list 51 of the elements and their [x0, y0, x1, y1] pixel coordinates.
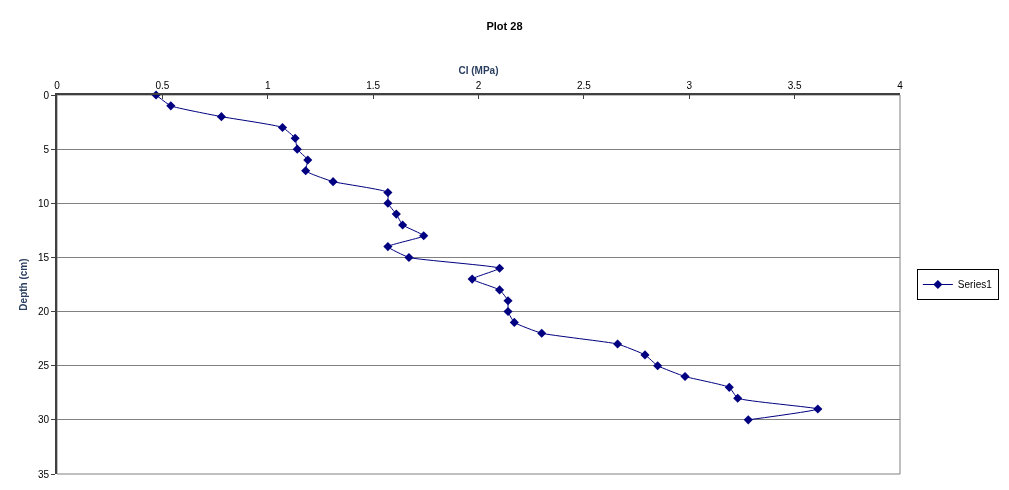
point	[733, 393, 743, 403]
point	[166, 101, 176, 111]
y-tick-label: 15	[37, 251, 50, 263]
point	[303, 155, 313, 165]
point	[495, 263, 505, 273]
x-tick-label: 0	[54, 80, 61, 91]
y-tick-label: 20	[37, 306, 50, 318]
point	[509, 317, 519, 327]
y-tick-label: 35	[37, 468, 50, 480]
point	[724, 382, 734, 392]
point	[503, 307, 513, 317]
point	[495, 285, 505, 295]
x-tick-label: 4	[897, 80, 904, 91]
y-tick-label: 0	[43, 89, 50, 101]
point	[383, 198, 393, 208]
point	[301, 166, 311, 176]
point	[391, 209, 401, 219]
y-tick-label: 30	[37, 414, 50, 426]
point	[404, 252, 414, 262]
point	[290, 133, 300, 143]
y-tick-label: 25	[37, 360, 50, 372]
point	[680, 371, 690, 382]
point	[640, 350, 650, 360]
x-axis-title: CI (MPa)	[458, 64, 499, 76]
point	[292, 144, 302, 154]
point	[398, 220, 408, 230]
x-tick-label: 1.5	[366, 80, 381, 91]
point	[328, 177, 338, 187]
point	[467, 274, 477, 284]
legend-label: Series1	[957, 279, 993, 291]
point	[653, 361, 663, 371]
point	[503, 296, 513, 306]
point	[383, 242, 393, 252]
chart-title: Plot 28	[486, 19, 523, 32]
point	[537, 328, 547, 338]
x-tick-label: 1	[264, 80, 271, 91]
point	[613, 339, 623, 349]
point	[743, 415, 753, 425]
x-tick-label: 2	[475, 80, 482, 91]
y-tick-label: 5	[43, 143, 50, 155]
point	[383, 187, 393, 198]
point	[216, 112, 226, 122]
point	[813, 404, 823, 414]
x-tick-label: 3.5	[787, 80, 803, 91]
y-axis-title: Depth (cm)	[18, 258, 30, 311]
point	[277, 122, 288, 133]
x-tick-label: 0.5	[155, 80, 170, 91]
x-tick-label: 3	[686, 80, 693, 91]
point	[419, 231, 429, 241]
y-tick-label: 10	[37, 197, 50, 209]
x-tick-label: 2.5	[576, 80, 592, 91]
